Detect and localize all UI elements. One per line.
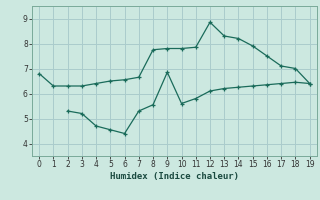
X-axis label: Humidex (Indice chaleur): Humidex (Indice chaleur)	[110, 172, 239, 181]
